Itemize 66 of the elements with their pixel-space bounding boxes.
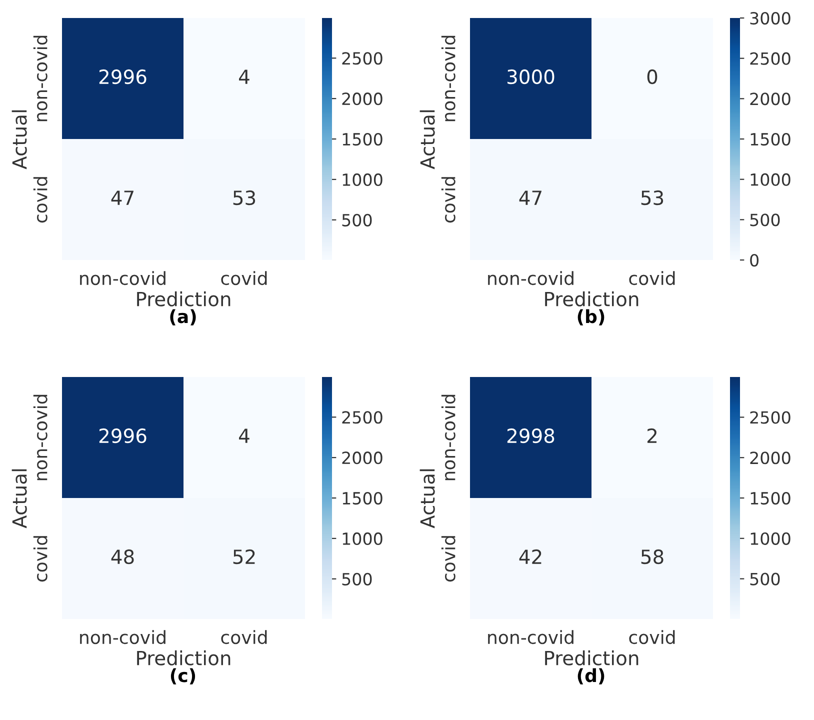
y-tick-label: covid (33, 177, 48, 223)
color-bar-label: 1000 (750, 532, 790, 545)
color-bar-label: 1500 (750, 492, 790, 505)
color-bar-label: 3000 (750, 12, 790, 25)
x-axis-title: Prediction (545, 291, 638, 306)
color-bar-label: 1000 (750, 173, 790, 186)
x-tick-label: covid (629, 630, 675, 644)
data-label: 0 (647, 69, 658, 84)
data-label: 4 (239, 428, 250, 443)
data-label: 2 (647, 428, 656, 443)
color-bar-label: 1000 (342, 532, 382, 546)
data-label: 2998 (507, 428, 554, 444)
data-label: 2996 (99, 428, 146, 444)
color-bar-label: 2000 (342, 92, 382, 106)
data-label: 52 (233, 549, 255, 564)
color-bar-label: 500 (750, 572, 780, 586)
color-bar-label: 1500 (342, 492, 382, 505)
data-label: 2996 (99, 69, 146, 84)
y-tick-label: non-covid (33, 36, 48, 122)
y-axis-title: Actual (12, 110, 27, 170)
y-tick-label: non-covid (33, 394, 48, 480)
color-bar-label: 2000 (750, 92, 790, 106)
data-label: 53 (233, 190, 256, 206)
y-axis-title: Actual (420, 469, 435, 528)
color-bar-label: 500 (342, 214, 372, 226)
text: (c) (170, 668, 196, 684)
color-bar-label: 2500 (750, 411, 790, 424)
x-axis-title: Prediction (137, 291, 230, 306)
color-bar-label: 0 (750, 254, 759, 267)
data-label: 47 (111, 190, 134, 205)
x-axis-title: Prediction (137, 650, 230, 666)
y-tick-label: covid (33, 536, 48, 582)
y-axis-title: Actual (420, 110, 435, 170)
data-label: 48 (111, 549, 134, 564)
color-bar-label: 2500 (342, 411, 382, 424)
x-tick-label: covid (221, 271, 267, 286)
y-tick-label: non-covid (441, 394, 456, 480)
color-bar-label: 1000 (342, 173, 382, 186)
x-tick-label: non-covid (488, 271, 574, 286)
color-bar-label: 1500 (342, 132, 382, 146)
color-bar-label: 2500 (750, 52, 790, 65)
data-label: 42 (519, 549, 542, 564)
data-label: 47 (519, 190, 542, 205)
text: (a) (170, 309, 196, 326)
color-bar-label: 1500 (750, 132, 790, 146)
y-tick-label: covid (441, 177, 456, 223)
x-tick-label: non-covid (80, 630, 166, 644)
data-label: 3000 (507, 69, 554, 84)
data-label: 53 (641, 190, 664, 206)
x-tick-label: non-covid (488, 630, 574, 644)
data-label: 58 (641, 549, 664, 564)
color-bar-label: 2000 (750, 452, 790, 464)
y-tick-label: non-covid (441, 36, 456, 122)
x-tick-label: covid (221, 630, 267, 644)
text: (d) (578, 668, 604, 684)
color-bar-label: 500 (342, 572, 372, 586)
x-axis-title: Prediction (545, 650, 638, 666)
x-tick-label: covid (629, 271, 675, 286)
color-bar-label: 2500 (342, 52, 382, 65)
x-tick-label: non-covid (80, 271, 166, 286)
text: (b) (578, 309, 604, 326)
y-tick-label: covid (441, 536, 456, 582)
color-bar-label: 500 (750, 214, 780, 226)
color-bar-label: 2000 (342, 452, 382, 464)
y-axis-title: Actual (12, 469, 27, 528)
data-label: 4 (239, 70, 250, 84)
